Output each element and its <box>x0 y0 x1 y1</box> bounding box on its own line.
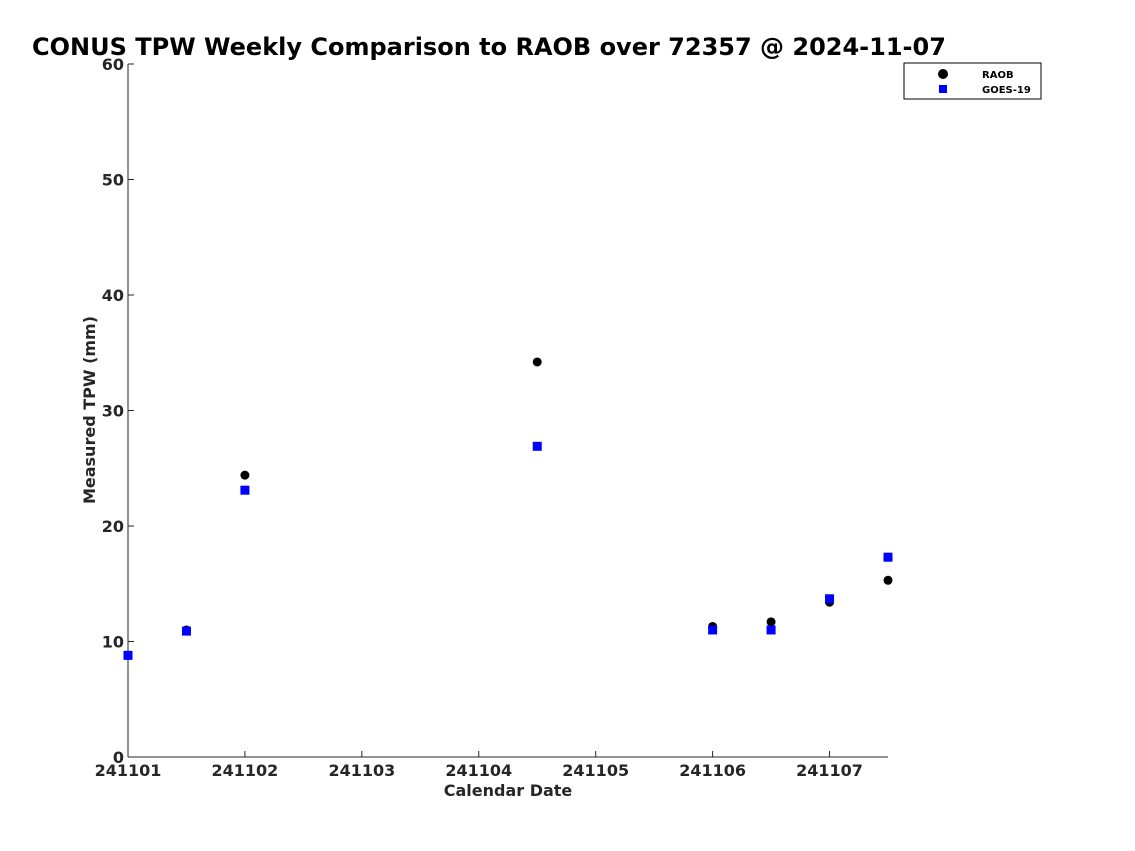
y-tick-label: 0 <box>113 748 124 767</box>
x-tick-label: 241105 <box>562 761 629 780</box>
goes-19-point <box>708 625 718 635</box>
goes-19-point <box>766 625 776 635</box>
y-tick-label: 60 <box>102 55 124 74</box>
raob-point <box>532 357 542 367</box>
goes-19-point <box>883 552 893 562</box>
legend-label: GOES-19 <box>982 85 1031 96</box>
raob-point <box>883 575 893 585</box>
goes-19-point <box>240 485 250 495</box>
x-axis-title: Calendar Date <box>444 781 573 800</box>
x-tick-label: 241107 <box>796 761 863 780</box>
x-tick-label: 241104 <box>445 761 512 780</box>
y-tick-label: 30 <box>102 402 124 421</box>
chart-title: CONUS TPW Weekly Comparison to RAOB over… <box>32 33 946 61</box>
series-goes-19 <box>123 441 893 660</box>
x-tick-label: 241101 <box>95 761 162 780</box>
y-tick-label: 50 <box>102 171 124 190</box>
data-marks <box>123 357 893 660</box>
y-tick-label: 10 <box>102 633 124 652</box>
y-axis-title: Measured TPW (mm) <box>80 316 99 504</box>
raob-point <box>240 470 250 480</box>
legend-marker-goes-19 <box>939 85 947 93</box>
goes-19-point <box>825 594 835 604</box>
x-tick-label: 241102 <box>212 761 279 780</box>
goes-19-point <box>123 650 133 660</box>
y-tick-label: 20 <box>102 517 124 536</box>
y-tick-label: 40 <box>102 286 124 305</box>
raob-point <box>766 617 776 627</box>
legend-box <box>903 62 1042 100</box>
x-tick-label: 241106 <box>679 761 746 780</box>
legend: RAOB GOES-19 <box>903 62 1042 100</box>
series-raob <box>123 357 893 660</box>
axes: 0 10 20 30 40 50 60 241101 241102 241103 241104 241… <box>95 55 888 780</box>
legend-marker-raob <box>938 69 948 79</box>
goes-19-point <box>181 626 191 636</box>
goes-19-point <box>532 441 542 451</box>
x-tick-label: 241103 <box>328 761 395 780</box>
legend-label: RAOB <box>982 70 1014 81</box>
